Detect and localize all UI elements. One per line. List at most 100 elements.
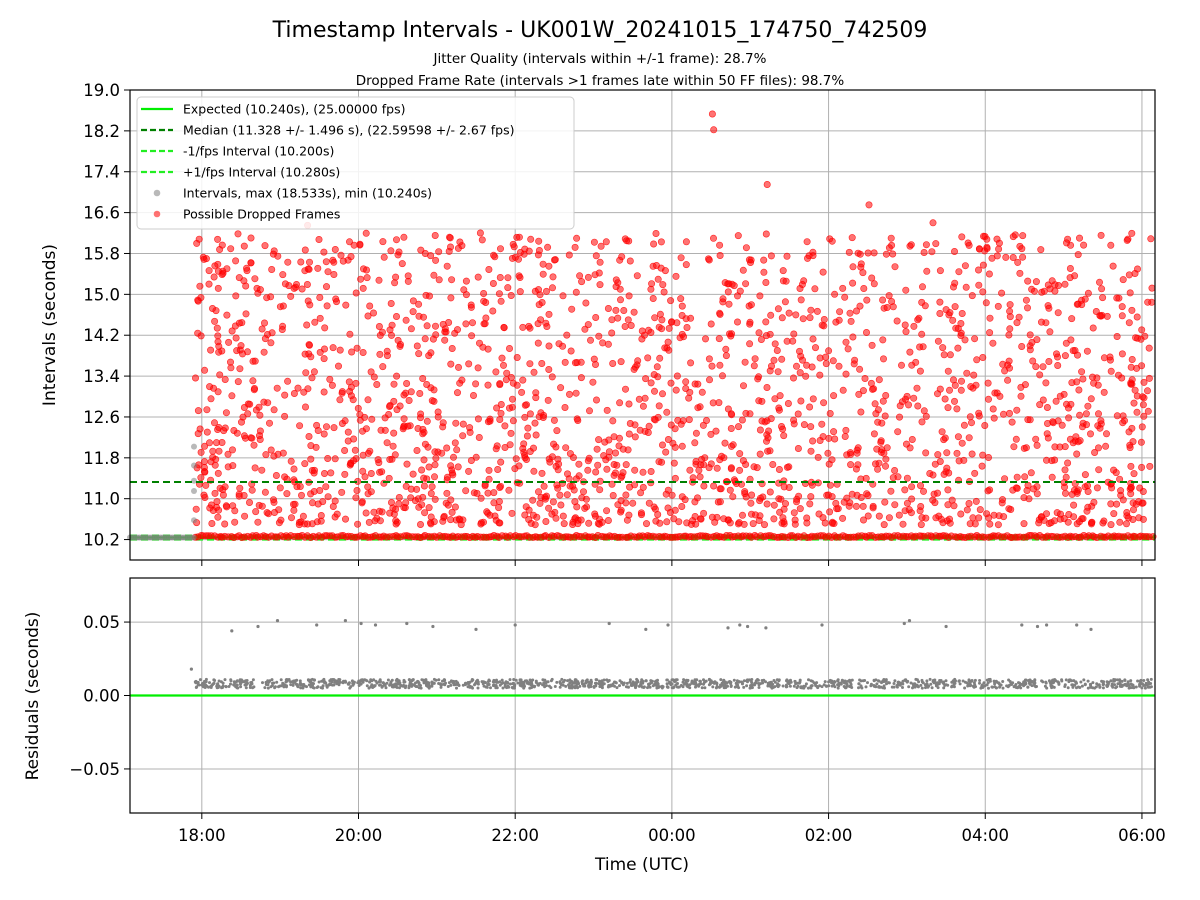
residual-point xyxy=(734,681,738,685)
dropped-frame-point xyxy=(307,455,315,463)
dropped-frame-point xyxy=(958,309,966,317)
dropped-frame-point xyxy=(454,463,462,471)
dropped-frame-point xyxy=(635,395,643,403)
top-panel: 10.211.011.812.613.414.215.015.816.617.4… xyxy=(40,81,1157,566)
dropped-frame-point xyxy=(981,421,989,429)
dropped-frame-point xyxy=(201,366,209,374)
dropped-frame-point xyxy=(549,498,557,506)
dropped-frame-point xyxy=(1039,396,1047,404)
dropped-frame-point xyxy=(664,435,672,443)
dropped-frame-point xyxy=(1113,500,1121,508)
residual-point xyxy=(560,677,564,681)
residual-point xyxy=(299,682,303,686)
dropped-frame-point xyxy=(671,443,679,451)
dropped-frame-point xyxy=(758,417,766,425)
dropped-frame-point xyxy=(881,412,889,420)
dropped-frame-point xyxy=(287,292,295,300)
dropped-frame-point xyxy=(490,251,498,259)
dropped-frame-point xyxy=(493,404,501,412)
dropped-frame-point xyxy=(885,514,893,522)
dropped-frame-point xyxy=(521,413,529,421)
dropped-frame-point xyxy=(222,409,230,417)
dropped-frame-point xyxy=(993,252,1001,260)
residual-point xyxy=(256,624,260,629)
residual-point xyxy=(655,686,659,690)
residual-point xyxy=(392,685,396,689)
dropped-frame-point xyxy=(805,252,813,260)
residual-point xyxy=(991,685,994,689)
dropped-frame-point xyxy=(297,491,305,499)
residual-point xyxy=(1131,684,1135,688)
dropped-frame-point xyxy=(745,302,753,310)
dropped-frame-point xyxy=(677,295,685,303)
dropped-frame-point xyxy=(213,439,221,447)
dropped-frame-point xyxy=(447,360,455,368)
dropped-frame-point xyxy=(448,344,456,352)
dropped-frame-point xyxy=(214,260,222,268)
dropped-frame-point xyxy=(472,453,480,461)
dropped-frame-point xyxy=(526,410,534,418)
dropped-frame-point xyxy=(946,519,954,527)
dropped-frame-point xyxy=(889,250,897,258)
dropped-frame-point xyxy=(848,490,856,498)
residual-point xyxy=(530,686,533,690)
dropped-frame-point xyxy=(621,385,629,393)
dropped-frame-point xyxy=(258,325,266,333)
residual-point xyxy=(1014,686,1018,689)
dropped-frame-point xyxy=(625,292,633,300)
dropped-frame-point xyxy=(572,389,580,397)
dropped-frame-point xyxy=(216,371,224,379)
dropped-frame-point xyxy=(869,502,877,510)
dropped-frame-point xyxy=(1138,423,1146,431)
dropped-frame-point xyxy=(462,277,470,285)
dropped-frame-point xyxy=(595,436,603,444)
dropped-frame-point xyxy=(1061,466,1069,474)
dropped-frame-point xyxy=(1092,307,1100,315)
residual-point xyxy=(820,685,824,689)
residual-point xyxy=(986,681,990,685)
residual-point xyxy=(772,679,776,682)
residual-point xyxy=(298,679,302,683)
dropped-frame-point xyxy=(563,331,571,339)
residual-point xyxy=(796,684,800,688)
dropped-frame-point xyxy=(797,397,805,405)
residual-point xyxy=(223,678,227,682)
dropped-frame-point xyxy=(653,363,661,371)
dropped-frame-point xyxy=(806,314,814,322)
dropped-frame-point xyxy=(513,381,521,389)
dropped-frame-point xyxy=(341,470,349,478)
residual-point xyxy=(872,679,876,683)
dropped-frame-point xyxy=(409,308,417,316)
dropped-frame-point xyxy=(485,466,493,474)
residual-point xyxy=(1017,681,1020,685)
dropped-frame-point xyxy=(567,347,575,355)
dropped-frame-point xyxy=(842,338,850,346)
dropped-frame-point xyxy=(702,416,710,424)
dropped-frame-point xyxy=(247,434,255,442)
residual-point xyxy=(1074,680,1078,684)
dropped-frame-point xyxy=(862,328,870,336)
dropped-frame-point xyxy=(316,486,324,494)
dropped-frame-point xyxy=(201,493,209,501)
dropped-frame-point xyxy=(1075,386,1083,394)
dropped-frame-point xyxy=(376,517,384,525)
residual-point xyxy=(527,681,531,685)
dropped-frame-point xyxy=(600,452,608,460)
dropped-frame-point xyxy=(1064,459,1072,467)
dropped-frame-point xyxy=(773,346,781,354)
residual-point xyxy=(473,682,477,686)
dropped-frame-point xyxy=(379,238,387,246)
dropped-frame-point xyxy=(338,389,346,397)
dropped-frame-point xyxy=(504,274,512,282)
residual-point xyxy=(564,684,568,688)
dropped-frame-point xyxy=(196,282,204,290)
dropped-frame-point xyxy=(443,489,451,497)
residual-point xyxy=(598,685,602,689)
dropped-frame-point xyxy=(825,460,833,468)
dropped-frame-point xyxy=(432,454,440,462)
dropped-frame-point xyxy=(386,401,394,409)
residual-point xyxy=(757,686,761,689)
dropped-frame-point xyxy=(418,501,426,509)
dropped-frame-point xyxy=(392,236,400,244)
dropped-frame-point xyxy=(305,265,313,273)
